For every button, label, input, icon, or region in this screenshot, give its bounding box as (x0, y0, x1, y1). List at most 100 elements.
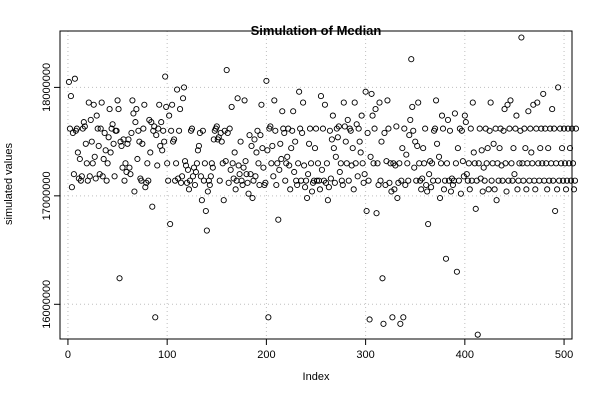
data-point (154, 162, 161, 169)
data-point (238, 177, 245, 184)
data-point (276, 166, 283, 173)
x-tick-label: 0 (65, 349, 71, 361)
data-point (89, 160, 96, 167)
data-point (373, 210, 380, 217)
data-point (156, 101, 163, 108)
data-point (515, 177, 522, 184)
data-point (135, 127, 142, 134)
data-point (463, 171, 470, 178)
data-point (500, 127, 507, 134)
data-point (291, 168, 298, 176)
data-point (104, 160, 111, 167)
data-point (88, 138, 95, 145)
data-point (167, 220, 174, 228)
data-point (322, 179, 329, 186)
data-point (92, 175, 99, 182)
data-point (356, 138, 363, 145)
data-point (247, 171, 254, 178)
data-point (524, 160, 531, 167)
data-point (228, 103, 235, 110)
data-point (251, 136, 258, 143)
data-point (304, 194, 311, 202)
data-point (381, 129, 388, 136)
data-point (376, 99, 383, 106)
data-point (454, 145, 461, 152)
data-point (153, 132, 160, 139)
data-point (531, 177, 538, 184)
data-point (318, 166, 326, 173)
data-point (169, 101, 176, 108)
data-point (106, 106, 113, 113)
data-point (539, 160, 546, 167)
data-point (158, 119, 165, 126)
data-point (334, 134, 341, 141)
data-point (364, 129, 371, 136)
data-point (253, 149, 260, 156)
data-point (164, 160, 171, 167)
data-point (208, 160, 215, 167)
data-point (528, 149, 535, 156)
data-point (263, 77, 270, 84)
data-point (165, 177, 172, 184)
data-point (547, 125, 554, 132)
data-point (225, 179, 232, 186)
data-point (209, 164, 216, 171)
data-point (178, 173, 186, 180)
data-point (555, 84, 562, 91)
data-point (295, 160, 302, 167)
data-point (236, 171, 243, 178)
data-point (424, 188, 431, 195)
data-point (393, 123, 400, 130)
data-point (525, 108, 532, 115)
data-point (265, 314, 272, 321)
data-point (513, 112, 520, 119)
data-point (527, 125, 534, 132)
data-point (77, 177, 84, 184)
grid-lines (60, 31, 572, 339)
data-point (161, 138, 168, 145)
data-point (85, 99, 92, 106)
data-point (359, 160, 366, 167)
data-point (163, 103, 170, 110)
data-point (141, 101, 148, 108)
data-point (121, 177, 128, 184)
data-point (508, 160, 515, 167)
data-point (262, 179, 269, 186)
data-point (118, 142, 125, 150)
data-point (476, 125, 483, 132)
data-point (116, 275, 123, 282)
data-point (199, 127, 206, 134)
x-tick-label: 500 (555, 349, 573, 361)
data-point (442, 255, 450, 262)
data-point (474, 331, 481, 338)
data-point (475, 160, 482, 167)
data-point (227, 166, 234, 173)
data-point (358, 112, 365, 119)
data-point (226, 125, 233, 132)
data-point (66, 125, 73, 132)
data-point (326, 127, 333, 134)
data-point (572, 125, 580, 132)
data-point (94, 125, 101, 132)
data-point (311, 145, 319, 152)
data-point (471, 160, 478, 167)
data-point (337, 160, 344, 167)
data-point (242, 158, 249, 165)
data-point (68, 184, 75, 191)
data-point (486, 127, 493, 134)
data-point (550, 177, 557, 184)
data-point (491, 186, 498, 193)
data-point (404, 160, 411, 167)
data-point (281, 129, 288, 136)
data-point (105, 134, 112, 141)
data-point (534, 99, 541, 106)
data-point (91, 153, 98, 160)
data-point (545, 145, 552, 152)
data-point (377, 177, 384, 184)
data-point (484, 145, 491, 152)
data-point (546, 177, 553, 184)
data-point (387, 160, 394, 167)
data-point (411, 164, 418, 171)
data-point (503, 188, 510, 195)
